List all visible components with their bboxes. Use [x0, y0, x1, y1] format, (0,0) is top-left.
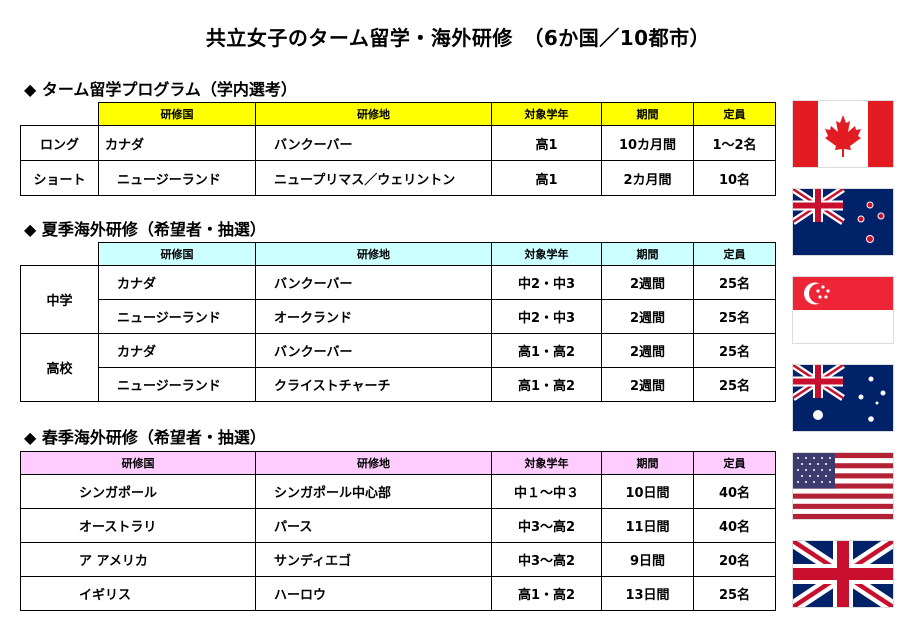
row-period: 13日間 [601, 576, 694, 611]
group-label: 中学 [20, 265, 99, 334]
singapore-flag-icon [793, 277, 893, 343]
row-country: カナダ [98, 265, 256, 300]
table-row: ショート ニュージーランド ニュープリマス／ウェリントン 高1 2カ月間 10名 [20, 160, 776, 196]
table-row: ニュージーランド オークランド 中2・中3 2週間 25名 [21, 299, 776, 334]
row-period: 2カ月間 [601, 160, 694, 196]
section-heading-term: ◆ ターム留学プログラム（学内選考） [24, 80, 297, 99]
term-program-table: 研修国 研修地 対象学年 期間 定員 ロング カナダ バンクーバー 高1 10カ… [20, 102, 776, 196]
header-grade: 対象学年 [491, 102, 602, 126]
row-type: ロング [20, 125, 99, 161]
usa-flag-icon [793, 453, 893, 519]
row-period: 2週間 [601, 333, 694, 368]
row-period: 2週間 [601, 367, 694, 402]
row-grade: 高1・高2 [491, 576, 602, 611]
row-grade: 高1 [491, 125, 602, 161]
row-period: 11日間 [601, 508, 694, 543]
row-place: クライストチャーチ [255, 367, 492, 402]
row-place: オークランド [255, 299, 492, 334]
summer-program-table: 研修国 研修地 対象学年 期間 定員 中学 カナダ バンクーバー 中2・中3 2… [20, 242, 776, 402]
header-country: 研修国 [98, 242, 256, 266]
header-place: 研修地 [255, 451, 492, 475]
uk-flag-icon [793, 541, 893, 607]
header-period: 期間 [601, 102, 694, 126]
row-grade: 中2・中3 [491, 299, 602, 334]
group-label: 高校 [20, 333, 99, 402]
row-capacity: 1〜2名 [693, 125, 776, 161]
table-row: オーストラリ パース 中3〜高2 11日間 40名 [20, 508, 776, 543]
table-row: ニュージーランド クライストチャーチ 高1・高2 2週間 25名 [21, 367, 776, 402]
table-row: ロング カナダ バンクーバー 高1 10カ月間 1〜2名 [20, 125, 776, 161]
row-period: 10日間 [601, 474, 694, 509]
header-period: 期間 [601, 451, 694, 475]
row-capacity: 25名 [693, 333, 776, 368]
section-heading-spring: ◆ 春季海外研修（希望者・抽選） [24, 428, 266, 447]
row-country: ニュージーランド [98, 299, 256, 334]
row-place: ハーロウ [255, 576, 492, 611]
row-period: 9日間 [601, 542, 694, 577]
row-grade: 中3〜高2 [491, 542, 602, 577]
new-zealand-flag-icon [793, 189, 893, 255]
row-type: ショート [20, 160, 99, 196]
row-grade: 高1・高2 [491, 367, 602, 402]
row-capacity: 25名 [693, 299, 776, 334]
header-place: 研修地 [255, 102, 492, 126]
row-place: バンクーバー [255, 333, 492, 368]
row-place: サンディエゴ [255, 542, 492, 577]
header-country: 研修国 [20, 451, 256, 475]
section-heading-summer: ◆ 夏季海外研修（希望者・抽選） [24, 220, 266, 239]
row-place: ニュープリマス／ウェリントン [255, 160, 492, 196]
table-row: イギリス ハーロウ 高1・高2 13日間 25名 [20, 576, 776, 611]
row-grade: 中2・中3 [491, 265, 602, 300]
spring-program-table: 研修国 研修地 対象学年 期間 定員 シンガポール シンガポール中心部 中１〜中… [20, 451, 776, 611]
row-place: パース [255, 508, 492, 543]
row-grade: 高1・高2 [491, 333, 602, 368]
row-place: バンクーバー [255, 265, 492, 300]
header-place: 研修地 [255, 242, 492, 266]
page-title: 共立女子のターム留学・海外研修 （6か国／10都市） [205, 26, 711, 50]
table-row: 高校 カナダ バンクーバー 高1・高2 2週間 25名 [20, 333, 776, 402]
row-country: オーストラリ [20, 508, 256, 543]
row-country: カナダ [98, 333, 256, 368]
table-row: 中学 カナダ バンクーバー 中2・中3 2週間 25名 [20, 265, 776, 334]
row-place: バンクーバー [255, 125, 492, 161]
row-period: 2週間 [601, 265, 694, 300]
row-capacity: 40名 [693, 508, 776, 543]
row-period: 2週間 [601, 299, 694, 334]
header-capacity: 定員 [693, 102, 776, 126]
header-period: 期間 [601, 242, 694, 266]
row-period: 10カ月間 [601, 125, 694, 161]
row-capacity: 25名 [693, 576, 776, 611]
row-country: シンガポール [20, 474, 256, 509]
header-grade: 対象学年 [491, 451, 602, 475]
row-grade: 中１〜中３ [491, 474, 602, 509]
header-capacity: 定員 [693, 242, 776, 266]
australia-flag-icon [793, 365, 893, 431]
row-capacity: 25名 [693, 265, 776, 300]
canada-flag-icon [793, 101, 893, 167]
row-capacity: 40名 [693, 474, 776, 509]
row-capacity: 20名 [693, 542, 776, 577]
row-country: イギリス [20, 576, 256, 611]
row-country: ニュージーランド [98, 160, 256, 196]
header-grade: 対象学年 [491, 242, 602, 266]
header-country: 研修国 [98, 102, 256, 126]
table-row: ア アメリカ サンディエゴ 中3〜高2 9日間 20名 [20, 542, 776, 577]
row-grade: 高1 [491, 160, 602, 196]
table-row: シンガポール シンガポール中心部 中１〜中３ 10日間 40名 [20, 474, 776, 509]
row-grade: 中3〜高2 [491, 508, 602, 543]
row-capacity: 10名 [693, 160, 776, 196]
row-country: ア アメリカ [20, 542, 256, 577]
header-capacity: 定員 [693, 451, 776, 475]
row-place: シンガポール中心部 [255, 474, 492, 509]
row-country: ニュージーランド [98, 367, 256, 402]
row-country: カナダ [98, 125, 256, 161]
row-capacity: 25名 [693, 367, 776, 402]
